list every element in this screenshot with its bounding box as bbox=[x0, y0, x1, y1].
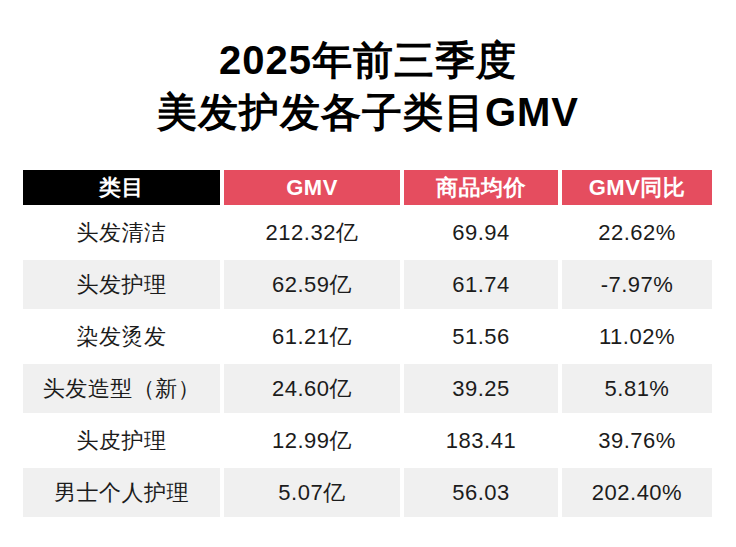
category-cell: 头发造型（新） bbox=[23, 364, 220, 413]
yoy-cell: 22.62% bbox=[562, 208, 712, 257]
gmv-cell: 5.07亿 bbox=[224, 468, 400, 517]
column-header-category: 类目 bbox=[23, 170, 220, 205]
infographic-canvas: 2025年前三季度 美发护发各子类目GMV 类目 GMV 商品均价 GMV同比 … bbox=[0, 0, 736, 547]
page-title-line2: 美发护发各子类目GMV bbox=[0, 86, 736, 138]
column-header-yoy: GMV同比 bbox=[562, 170, 712, 205]
yoy-cell: 5.81% bbox=[562, 364, 712, 413]
gmv-table: 类目 GMV 商品均价 GMV同比 头发清洁 212.32亿 69.94 22.… bbox=[23, 170, 712, 517]
avg-price-cell: 51.56 bbox=[404, 312, 558, 361]
gmv-cell: 212.32亿 bbox=[224, 208, 400, 257]
page-title-line1: 2025年前三季度 bbox=[0, 34, 736, 86]
gmv-cell: 61.21亿 bbox=[224, 312, 400, 361]
yoy-cell: 11.02% bbox=[562, 312, 712, 361]
category-cell: 染发烫发 bbox=[23, 312, 220, 361]
yoy-cell: 39.76% bbox=[562, 416, 712, 465]
category-cell: 头皮护理 bbox=[23, 416, 220, 465]
gmv-cell: 62.59亿 bbox=[224, 260, 400, 309]
avg-price-cell: 69.94 bbox=[404, 208, 558, 257]
avg-price-cell: 56.03 bbox=[404, 468, 558, 517]
column-header-avg-price: 商品均价 bbox=[404, 170, 558, 205]
yoy-cell: 202.40% bbox=[562, 468, 712, 517]
category-cell: 男士个人护理 bbox=[23, 468, 220, 517]
gmv-cell: 24.60亿 bbox=[224, 364, 400, 413]
category-cell: 头发清洁 bbox=[23, 208, 220, 257]
avg-price-cell: 183.41 bbox=[404, 416, 558, 465]
column-header-gmv: GMV bbox=[224, 170, 400, 205]
page-title: 2025年前三季度 美发护发各子类目GMV bbox=[0, 34, 736, 138]
gmv-cell: 12.99亿 bbox=[224, 416, 400, 465]
yoy-cell: -7.97% bbox=[562, 260, 712, 309]
category-cell: 头发护理 bbox=[23, 260, 220, 309]
avg-price-cell: 61.74 bbox=[404, 260, 558, 309]
avg-price-cell: 39.25 bbox=[404, 364, 558, 413]
